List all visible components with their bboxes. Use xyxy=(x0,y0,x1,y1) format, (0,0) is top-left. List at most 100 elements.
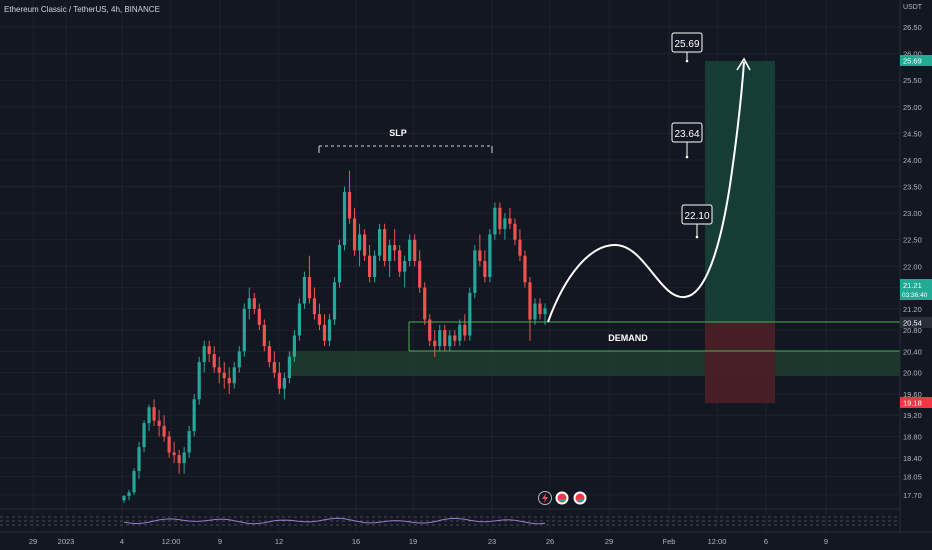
target-box-1[interactable]: 25.69 xyxy=(671,32,703,63)
candle[interactable] xyxy=(533,298,537,325)
candle[interactable] xyxy=(322,314,327,347)
candle[interactable] xyxy=(352,207,357,256)
candle[interactable] xyxy=(503,213,507,240)
candle[interactable] xyxy=(428,314,432,347)
candle[interactable] xyxy=(237,346,241,373)
candle[interactable] xyxy=(317,303,322,331)
candle[interactable] xyxy=(177,449,181,474)
candle[interactable] xyxy=(212,346,216,373)
candle[interactable] xyxy=(362,229,367,261)
candle[interactable] xyxy=(493,202,497,240)
candle[interactable] xyxy=(147,404,151,432)
candle[interactable] xyxy=(367,245,372,283)
candle[interactable] xyxy=(453,330,457,347)
candle[interactable] xyxy=(157,409,161,437)
candle[interactable] xyxy=(508,207,512,230)
candle[interactable] xyxy=(448,330,452,352)
candle[interactable] xyxy=(393,229,397,261)
candle[interactable] xyxy=(227,367,231,394)
candle[interactable] xyxy=(242,303,246,357)
candle[interactable] xyxy=(408,234,412,267)
candle[interactable] xyxy=(307,255,312,304)
candle[interactable] xyxy=(222,362,226,389)
dividend-icon[interactable] xyxy=(555,491,569,505)
candle[interactable] xyxy=(418,250,422,293)
candle[interactable] xyxy=(152,399,156,426)
candle[interactable] xyxy=(187,425,191,458)
candle[interactable] xyxy=(403,255,407,288)
candle[interactable] xyxy=(383,223,387,267)
demand-zone[interactable] xyxy=(290,351,900,376)
candle[interactable] xyxy=(182,447,186,474)
candle[interactable] xyxy=(287,351,291,384)
time-axis[interactable] xyxy=(0,532,932,550)
candle[interactable] xyxy=(398,245,402,277)
event-icons[interactable] xyxy=(538,491,587,505)
candle[interactable] xyxy=(197,356,201,405)
candle[interactable] xyxy=(458,319,462,347)
candle[interactable] xyxy=(498,202,502,235)
candle[interactable] xyxy=(247,287,251,320)
candle[interactable] xyxy=(433,330,437,357)
candle[interactable] xyxy=(297,298,302,341)
candle[interactable] xyxy=(167,431,171,458)
candle[interactable] xyxy=(232,362,236,389)
candle[interactable] xyxy=(347,170,352,224)
candle[interactable] xyxy=(513,218,517,246)
candle[interactable] xyxy=(488,229,492,283)
candle[interactable] xyxy=(327,314,332,347)
stop-zone[interactable] xyxy=(705,322,775,403)
candle[interactable] xyxy=(523,250,527,288)
candle[interactable] xyxy=(267,340,271,368)
candle[interactable] xyxy=(463,314,467,341)
drawing-layer[interactable]: SLP DEMAND 25.69 23.64 22.10 xyxy=(318,32,900,352)
candle[interactable] xyxy=(292,330,297,363)
lightning-icon[interactable] xyxy=(538,491,552,505)
candle[interactable] xyxy=(172,441,176,464)
target-box-3[interactable]: 22.10 xyxy=(681,204,713,239)
candle[interactable] xyxy=(543,303,547,325)
candle[interactable] xyxy=(378,223,382,261)
candle[interactable] xyxy=(262,319,266,352)
candle[interactable] xyxy=(357,223,362,267)
earnings-icon[interactable] xyxy=(573,491,587,505)
candle[interactable] xyxy=(538,298,542,320)
candle[interactable] xyxy=(478,234,482,267)
candle[interactable] xyxy=(202,340,206,373)
candle[interactable] xyxy=(122,495,126,503)
candle[interactable] xyxy=(207,340,211,363)
candle[interactable] xyxy=(473,245,477,299)
price-axis[interactable] xyxy=(900,0,932,532)
candle[interactable] xyxy=(282,372,286,400)
candle[interactable] xyxy=(438,324,442,352)
candlestick-series[interactable] xyxy=(122,170,547,503)
candle[interactable] xyxy=(468,287,472,341)
candle[interactable] xyxy=(252,292,256,315)
candle[interactable] xyxy=(518,229,522,261)
candle[interactable] xyxy=(257,303,261,331)
candle[interactable] xyxy=(332,276,337,325)
candle[interactable] xyxy=(137,441,141,480)
candle[interactable] xyxy=(483,250,487,283)
candle[interactable] xyxy=(528,276,532,341)
candle[interactable] xyxy=(342,186,347,251)
target-box-2[interactable]: 23.64 xyxy=(671,122,703,159)
candle[interactable] xyxy=(142,420,146,453)
candle[interactable] xyxy=(372,250,377,283)
candle[interactable] xyxy=(413,234,417,267)
candle[interactable] xyxy=(192,393,196,437)
candle[interactable] xyxy=(277,362,281,394)
candle[interactable] xyxy=(423,282,427,325)
candle[interactable] xyxy=(132,468,136,495)
indicator-pane[interactable] xyxy=(0,508,900,526)
candle[interactable] xyxy=(127,489,131,501)
candle[interactable] xyxy=(162,415,166,442)
candle[interactable] xyxy=(312,287,317,320)
candle[interactable] xyxy=(443,324,447,352)
candle[interactable] xyxy=(272,351,276,378)
candle[interactable] xyxy=(302,271,307,309)
candle[interactable] xyxy=(388,239,392,277)
candle[interactable] xyxy=(337,239,342,288)
candle[interactable] xyxy=(217,356,221,384)
